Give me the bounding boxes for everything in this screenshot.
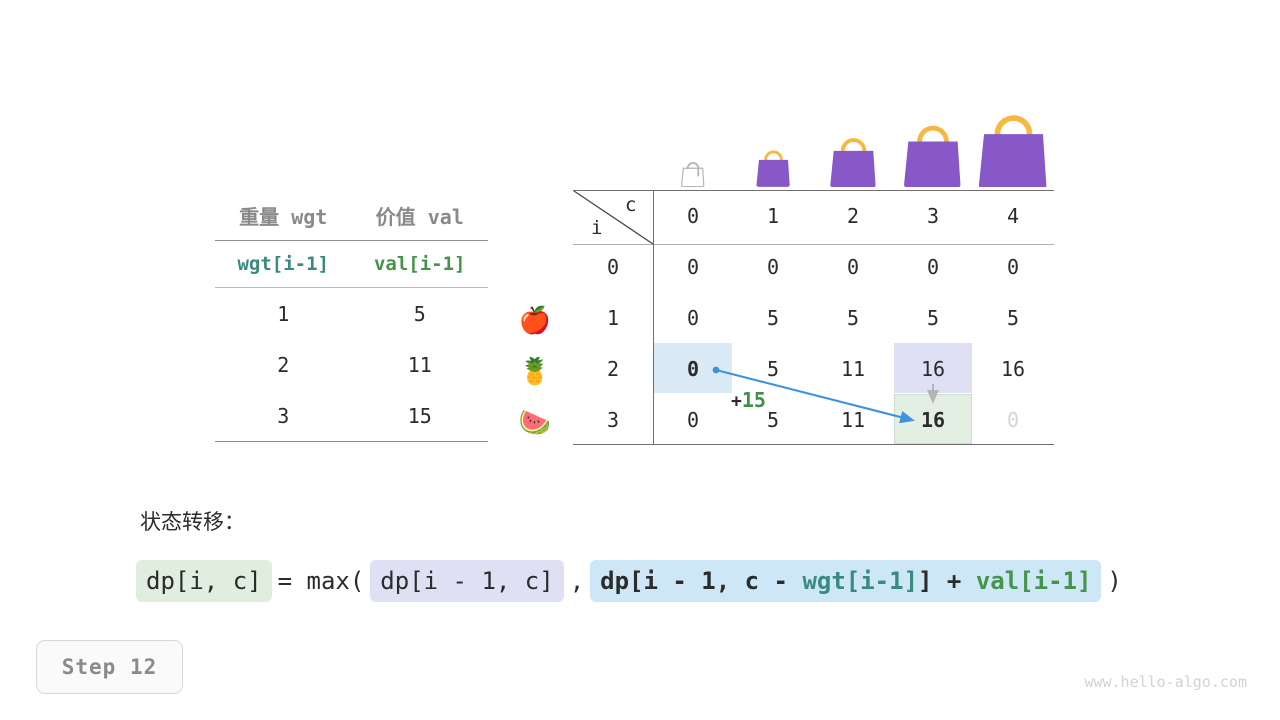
- items-table-rule-mid: [215, 287, 488, 288]
- dp-cell-2-2: 11: [840, 356, 866, 381]
- dp-cell-2-1: 5: [766, 356, 780, 381]
- dp-cell-0-4: 0: [1006, 254, 1020, 279]
- formula-arg2-wgt: wgt[i-1]: [802, 567, 919, 595]
- pineapple-icon: 🍍: [518, 356, 552, 387]
- dp-cell-2-4: 16: [1000, 356, 1026, 381]
- item-1-wgt: 1: [277, 301, 290, 326]
- dp-corner-label-c: c: [625, 194, 637, 216]
- dp-row-header-3: 3: [606, 407, 620, 432]
- formula-arg2-mid: ] +: [918, 567, 976, 595]
- arrow-value-label: +15: [731, 388, 766, 412]
- formula-close: ): [1107, 567, 1122, 595]
- dp-rule-bottom: [573, 444, 1054, 445]
- bag-capacity-icons: [573, 115, 1054, 187]
- formula-lhs: dp[i, c]: [136, 560, 272, 602]
- dp-row-header-2: 2: [606, 356, 620, 381]
- dp-cell-0-2: 0: [846, 254, 860, 279]
- item-1-val: 5: [413, 301, 426, 326]
- item-2-wgt: 2: [277, 352, 290, 377]
- dp-cell-2-3: 16: [920, 356, 946, 381]
- items-table-rule-bottom: [215, 441, 488, 442]
- items-table-subheader-row: wgt[i-1] val[i-1]: [215, 241, 488, 287]
- dp-cell-0-0: 0: [686, 254, 700, 279]
- watermark: www.hello-algo.com: [1084, 673, 1247, 691]
- bag-icon-capacity-2: [813, 125, 893, 187]
- dp-cell-1-2: 5: [846, 305, 860, 330]
- dp-cell-1-4: 5: [1006, 305, 1020, 330]
- corner-diagonal-line: [573, 190, 654, 245]
- items-header-val: 价值 val: [375, 204, 464, 229]
- dp-cell-1-3: 5: [926, 305, 940, 330]
- item-3-wgt: 3: [277, 403, 290, 428]
- dp-vertical-divider: [653, 190, 654, 445]
- items-table-header-row: 重量 wgt 价值 val: [215, 190, 488, 240]
- dp-table: c i 0 1 2 3 4 0 1 2 3 0 0 0 0 0 0 5 5 5 5 0 5 11 16 16 0 5 11 16 0: [573, 190, 1054, 446]
- apple-icon: 🍎: [518, 305, 552, 336]
- items-subheader-val: val[i-1]: [373, 253, 466, 275]
- dp-col-header-4: 4: [1006, 203, 1020, 228]
- bag-icon-capacity-1: [733, 125, 813, 187]
- bag-icon-capacity-3: [893, 125, 973, 187]
- dp-col-header-0: 0: [686, 203, 700, 228]
- dp-cell-0-1: 0: [766, 254, 780, 279]
- items-header-wgt: 重量 wgt: [239, 204, 328, 229]
- items-table: 重量 wgt 价值 val wgt[i-1] val[i-1] 1 5 2 11…: [215, 190, 488, 442]
- item-row-1: 1 5: [215, 288, 488, 339]
- formula-arg2-val: val[i-1]: [975, 567, 1092, 595]
- dp-col-header-1: 1: [766, 203, 780, 228]
- items-subheader-wgt: wgt[i-1]: [237, 253, 329, 275]
- transition-formula: dp[i, c] = max( dp[i - 1, c] , dp[i - 1,…: [136, 560, 1128, 602]
- dp-cell-1-0: 0: [686, 305, 700, 330]
- item-2-val: 11: [407, 352, 432, 377]
- items-table-rule-top: [215, 240, 488, 241]
- dp-cell-3-0: 0: [686, 407, 700, 432]
- dp-row-header-1: 1: [606, 305, 620, 330]
- dp-rule-header: [573, 244, 1054, 245]
- transition-title: 状态转移：: [140, 510, 245, 534]
- dp-col-header-3: 3: [926, 203, 940, 228]
- dp-col-header-2: 2: [846, 203, 860, 228]
- item-row-2: 2 11: [215, 339, 488, 390]
- dp-cell-3-2: 11: [840, 407, 866, 432]
- dp-corner-label-i: i: [591, 217, 603, 239]
- bag-icon-capacity-4: [973, 115, 1053, 187]
- arrow-label-value: 15: [741, 388, 766, 412]
- dp-rule-top: [573, 190, 1054, 191]
- formula-arg1: dp[i - 1, c]: [370, 560, 564, 602]
- dp-cell-1-1: 5: [766, 305, 780, 330]
- item-icons-column: 🍎 🍍 🍉: [505, 295, 565, 448]
- step-badge: Step 12: [36, 640, 183, 694]
- formula-comma: ,: [569, 567, 585, 595]
- bag-icon-capacity-0: [653, 125, 733, 187]
- dp-cell-0-3: 0: [926, 254, 940, 279]
- items-table-body: 1 5 2 11 3 15: [215, 288, 488, 441]
- dp-cell-3-3: 16: [920, 407, 946, 432]
- formula-eq: = max(: [277, 567, 365, 595]
- arrow-label-prefix: +: [731, 391, 742, 412]
- formula-arg2: dp[i - 1, c - wgt[i-1]] + val[i-1]: [590, 560, 1102, 602]
- formula-arg2-prefix: dp[i - 1, c -: [600, 567, 803, 595]
- item-row-3: 3 15: [215, 390, 488, 441]
- dp-cell-3-4: 0: [1006, 407, 1020, 432]
- item-3-val: 15: [407, 403, 432, 428]
- dp-cell-2-0: 0: [686, 356, 700, 381]
- watermelon-icon: 🍉: [518, 407, 552, 438]
- dp-row-header-0: 0: [606, 254, 620, 279]
